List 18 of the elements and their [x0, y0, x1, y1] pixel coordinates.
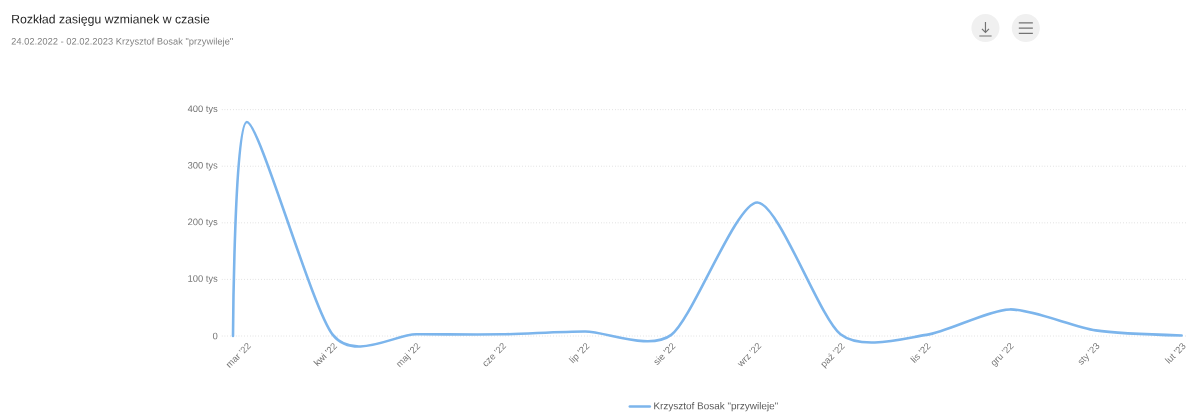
y-tick-label: 100 tys — [188, 275, 218, 284]
y-tick-label: 400 tys — [187, 105, 218, 114]
text: 24.02.2022 - 02.02.2023 Krzysztof Bosak "przywileje" — [11, 37, 233, 47]
legend-label: Krzysztof Bosak "przywileje" — [654, 402, 778, 412]
x-tick-label: lis '22 — [910, 343, 931, 364]
x-tick-label: gru '22 — [991, 343, 1014, 367]
x-tick-label: mar '22 — [226, 343, 252, 369]
x-tick-label: sty '23 — [1078, 343, 1100, 365]
x-tick-label: lut '23 — [1164, 343, 1186, 364]
x-tick-label: sie '22 — [654, 343, 676, 365]
x-tick-label: lip '22 — [568, 343, 590, 364]
y-tick-label: 0 — [212, 332, 218, 340]
y-tick-label: 200 tys — [188, 218, 218, 228]
x-tick-label: kwi '22 — [313, 343, 338, 367]
x-tick-label: wrz '22 — [737, 343, 762, 367]
x-tick-label: cze '22 — [483, 343, 507, 367]
y-tick-label: 300 tys — [187, 162, 218, 171]
text: Rozkład zasięgu wzmianek w czasie — [12, 14, 210, 27]
